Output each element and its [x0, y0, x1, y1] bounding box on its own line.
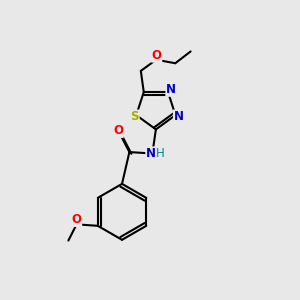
- Text: O: O: [113, 124, 123, 137]
- Text: O: O: [152, 49, 162, 62]
- Text: H: H: [156, 147, 165, 160]
- Text: N: N: [173, 110, 183, 123]
- Text: N: N: [146, 147, 156, 160]
- Text: O: O: [72, 213, 82, 226]
- Text: N: N: [166, 83, 176, 96]
- Text: S: S: [130, 110, 139, 123]
